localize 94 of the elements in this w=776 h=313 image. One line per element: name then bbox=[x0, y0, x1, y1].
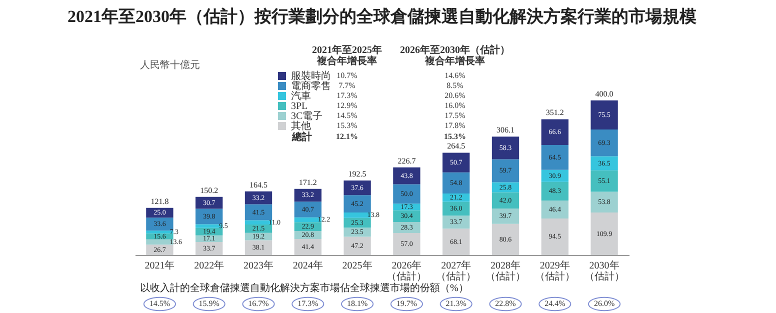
x-tick-label: 2023年 bbox=[244, 260, 274, 272]
legend-label: 3C電子 bbox=[291, 111, 323, 122]
bar bbox=[344, 195, 371, 213]
bar bbox=[541, 182, 568, 201]
bar bbox=[442, 202, 470, 216]
total-label: 164.5 bbox=[250, 180, 268, 190]
annotation: 14.5% bbox=[336, 111, 358, 120]
bar bbox=[541, 144, 568, 170]
total-label: 171.2 bbox=[298, 178, 317, 187]
annotation: 15.3% bbox=[336, 121, 358, 130]
bar bbox=[344, 228, 371, 237]
total-label: 192.5 bbox=[348, 170, 366, 179]
legend-label: 電商零售 bbox=[291, 80, 331, 92]
bar bbox=[442, 152, 470, 172]
text: 10.7% bbox=[336, 71, 358, 80]
x-tick-label: 2027年（估計） bbox=[436, 260, 476, 282]
total-label: 150.2 bbox=[200, 186, 218, 195]
text: 14.6% bbox=[444, 71, 466, 80]
bar bbox=[196, 196, 223, 209]
x-tick-label: 2024年 bbox=[292, 260, 323, 272]
total-label: 306.1 bbox=[496, 126, 514, 135]
text: 17.3% bbox=[298, 299, 319, 308]
x-tick-label: 2026年（估計） bbox=[386, 260, 427, 282]
bar bbox=[590, 212, 618, 255]
bar bbox=[393, 204, 420, 210]
bar bbox=[590, 170, 618, 192]
text: 16.7% bbox=[248, 299, 270, 308]
text: 24.4% bbox=[544, 299, 566, 308]
bar bbox=[492, 192, 520, 208]
legend-label: 服裝時尚 bbox=[291, 70, 331, 82]
bar bbox=[393, 222, 420, 233]
text: 19.7% bbox=[396, 299, 418, 308]
text: 18.1% bbox=[346, 299, 368, 308]
bar bbox=[492, 159, 520, 182]
annotation: 16.0% bbox=[444, 101, 466, 110]
bar bbox=[146, 218, 174, 231]
total-label: 264.5 bbox=[447, 142, 466, 151]
text: 15.9% bbox=[198, 299, 220, 308]
x-tick-label: 2029年（估計） bbox=[534, 260, 575, 282]
annotation: 12.9% bbox=[336, 101, 358, 110]
total-label: 226.7 bbox=[398, 156, 416, 166]
text: 22.8% bbox=[495, 299, 516, 308]
bar bbox=[442, 228, 470, 255]
bar bbox=[344, 236, 371, 255]
bar bbox=[492, 208, 520, 224]
text: 2021年至2025年複合年增長率 bbox=[312, 44, 382, 67]
text: 8.5% bbox=[446, 81, 464, 90]
chart-title: 2021年至2030年（估計）按行業劃分的全球倉儲揀選自動化解決方案行業的市場規模 bbox=[68, 6, 696, 26]
bar bbox=[541, 218, 568, 255]
bar bbox=[492, 136, 520, 160]
annotation: 17.8% bbox=[444, 121, 466, 130]
x-tick-label: 2030年（估計） bbox=[584, 260, 624, 282]
total-label: 400.0 bbox=[595, 89, 614, 98]
bar bbox=[590, 130, 618, 156]
bar bbox=[541, 119, 568, 145]
text: 21.3% bbox=[446, 299, 467, 308]
bar bbox=[244, 240, 272, 255]
bar bbox=[442, 172, 470, 194]
bar bbox=[146, 244, 174, 255]
total-label: 351.2 bbox=[546, 108, 564, 118]
legend-label: 其他 bbox=[291, 120, 311, 132]
bar bbox=[541, 200, 568, 218]
text: 26.0% bbox=[594, 299, 615, 308]
annotation: 15.3% bbox=[444, 132, 466, 141]
text: 20.6% bbox=[444, 91, 466, 100]
legend-label: 3PL bbox=[291, 101, 308, 112]
bar bbox=[393, 184, 420, 204]
bar bbox=[590, 192, 618, 213]
total-label: 121.8 bbox=[150, 196, 169, 206]
bar bbox=[196, 242, 223, 255]
text: 7.7% bbox=[338, 81, 356, 90]
bar bbox=[294, 202, 322, 218]
bar bbox=[442, 216, 470, 229]
x-tick-label: 2022年 bbox=[194, 260, 224, 272]
annotation: 總計 bbox=[291, 131, 312, 143]
annotation: 12.1% bbox=[336, 132, 358, 141]
annotation: 17.5% bbox=[444, 111, 466, 120]
y-axis-title: 人民幣十億元 bbox=[140, 59, 200, 71]
bar bbox=[294, 238, 322, 255]
bar bbox=[492, 224, 520, 255]
text: 14.5% bbox=[149, 299, 170, 308]
bar bbox=[344, 180, 371, 196]
legend-label: 汽車 bbox=[291, 90, 311, 102]
bar bbox=[393, 167, 420, 184]
x-tick-label: 2025年 bbox=[342, 260, 372, 272]
text: 2026年至2030年（估計）複合年增長率 bbox=[400, 44, 510, 67]
bar bbox=[393, 232, 420, 255]
bar bbox=[590, 100, 618, 130]
x-tick-label: 2028年（估計） bbox=[486, 260, 526, 282]
bar bbox=[244, 204, 272, 220]
bar bbox=[590, 156, 618, 170]
text: 以收入計的全球倉儲揀選自動化解決方案市場佔全球揀選市場的份額（%） bbox=[140, 282, 468, 294]
text: 17.3% bbox=[336, 91, 358, 100]
x-tick-label: 2021年 bbox=[144, 260, 175, 272]
